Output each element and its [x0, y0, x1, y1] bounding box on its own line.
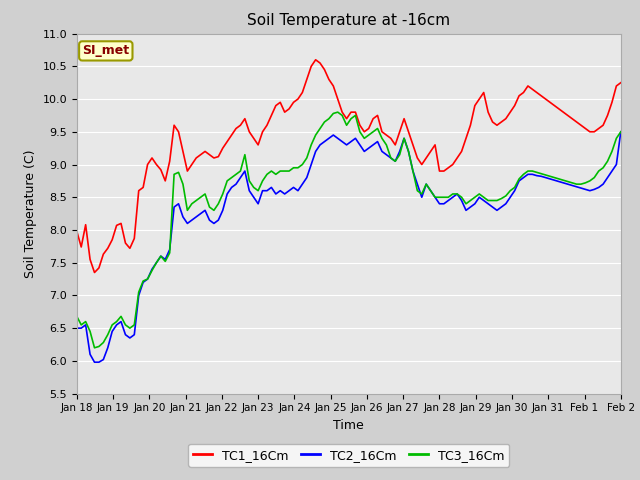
TC3_16Cm [77, 322, 85, 328]
TC1_16Cm [73, 228, 81, 234]
TC1_16Cm [77, 244, 85, 250]
TC3_16Cm [237, 168, 244, 174]
Y-axis label: Soil Temperature (C): Soil Temperature (C) [24, 149, 37, 278]
TC3_16Cm [73, 313, 81, 319]
TC3_16Cm [334, 109, 342, 115]
TC2_16Cm [113, 322, 120, 328]
TC2_16Cm [73, 325, 81, 331]
Line: TC3_16Cm: TC3_16Cm [77, 112, 621, 348]
TC3_16Cm [396, 152, 403, 157]
Title: Soil Temperature at -16cm: Soil Temperature at -16cm [247, 13, 451, 28]
TC3_16Cm [113, 319, 120, 324]
TC3_16Cm [617, 129, 625, 135]
X-axis label: Time: Time [333, 419, 364, 432]
TC1_16Cm [179, 148, 187, 154]
TC3_16Cm [179, 181, 187, 187]
TC3_16Cm [316, 126, 324, 132]
Line: TC1_16Cm: TC1_16Cm [77, 60, 621, 273]
TC2_16Cm [237, 175, 244, 180]
Line: TC2_16Cm: TC2_16Cm [77, 132, 621, 362]
TC1_16Cm [617, 80, 625, 85]
TC1_16Cm [91, 270, 99, 276]
TC1_16Cm [237, 122, 244, 128]
TC2_16Cm [617, 129, 625, 135]
Legend: TC1_16Cm, TC2_16Cm, TC3_16Cm: TC1_16Cm, TC2_16Cm, TC3_16Cm [188, 444, 509, 467]
TC2_16Cm [77, 325, 85, 331]
TC2_16Cm [392, 158, 399, 164]
TC2_16Cm [91, 360, 99, 365]
TC1_16Cm [312, 57, 319, 63]
TC1_16Cm [321, 67, 328, 72]
TC1_16Cm [396, 129, 403, 135]
TC2_16Cm [179, 214, 187, 220]
Text: SI_met: SI_met [82, 44, 129, 58]
TC2_16Cm [316, 142, 324, 148]
TC3_16Cm [91, 345, 99, 351]
TC1_16Cm [113, 223, 120, 228]
